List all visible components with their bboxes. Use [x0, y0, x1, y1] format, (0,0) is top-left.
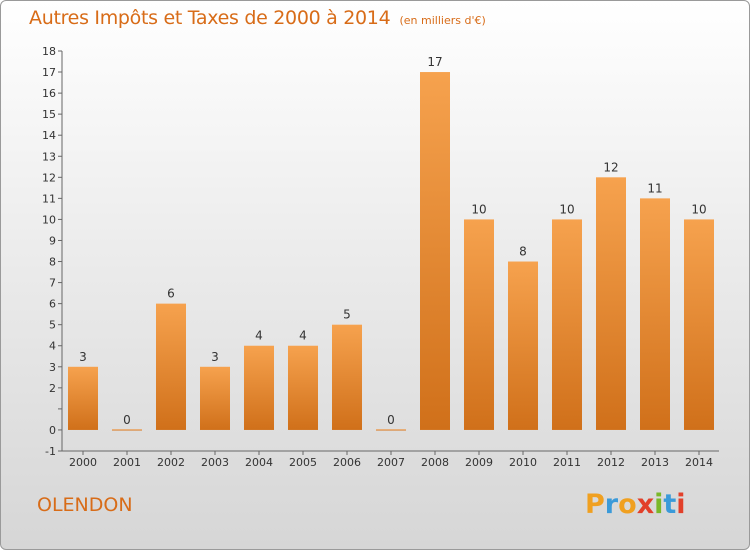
data-label: 6 — [167, 287, 175, 301]
data-label: 12 — [603, 160, 618, 174]
y-tick-label: 2 — [49, 382, 56, 395]
y-tick-label: 14 — [42, 129, 56, 142]
chart-title: Autres Impôts et Taxes de 2000 à 2014 (e… — [29, 7, 486, 29]
x-tick-label: 2012 — [597, 456, 625, 469]
x-tick-label: 2004 — [245, 456, 273, 469]
data-label: 3 — [211, 350, 219, 364]
logo-letter: x — [636, 489, 655, 520]
x-tick-label: 2013 — [641, 456, 669, 469]
y-tick-label: 8 — [49, 256, 56, 269]
bar — [640, 198, 670, 430]
logo-letter: i — [654, 489, 664, 520]
y-tick-label: 11 — [42, 192, 56, 205]
bar — [420, 72, 450, 430]
location-label: OLENDON — [37, 494, 133, 516]
y-tick-label: 5 — [49, 319, 56, 332]
bar — [596, 177, 626, 430]
x-tick-label: 2009 — [465, 456, 493, 469]
chart-title-unit: (en milliers d'€) — [399, 14, 486, 27]
logo-letter: t — [663, 489, 677, 520]
x-tick-label: 2000 — [69, 456, 97, 469]
bar — [288, 345, 318, 430]
x-tick-label: 2006 — [333, 456, 361, 469]
x-tick-label: 2003 — [201, 456, 229, 469]
logo-letter: i — [676, 489, 686, 520]
y-tick-label: 13 — [42, 150, 56, 163]
y-tick-label: 12 — [42, 171, 56, 184]
chart-title-main: Autres Impôts et Taxes de 2000 à 2014 — [29, 7, 391, 29]
data-label: 0 — [387, 413, 395, 427]
logo-letter: o — [618, 489, 637, 520]
data-label: 0 — [123, 413, 131, 427]
y-tick-label: 16 — [42, 87, 56, 100]
logo-letter: P — [585, 489, 605, 520]
bar — [156, 303, 186, 430]
proxiti-logo: Proxiti — [585, 489, 686, 520]
bar — [332, 324, 362, 430]
bar — [200, 366, 230, 430]
bar — [112, 429, 142, 431]
bar — [684, 219, 714, 430]
y-tick-label: 3 — [49, 361, 56, 374]
x-tick-label: 2002 — [157, 456, 185, 469]
y-tick-label: 9 — [49, 234, 56, 247]
bar — [508, 261, 538, 430]
data-label: 8 — [519, 245, 527, 259]
data-label: 17 — [427, 55, 442, 69]
y-tick-label: -1 — [45, 445, 56, 458]
data-label: 11 — [647, 181, 662, 195]
y-tick-label: 6 — [49, 298, 56, 311]
data-label: 4 — [255, 329, 263, 343]
logo-letter: r — [604, 489, 619, 520]
x-tick-label: 2005 — [289, 456, 317, 469]
data-label: 10 — [691, 202, 706, 216]
x-tick-label: 2007 — [377, 456, 405, 469]
x-tick-label: 2008 — [421, 456, 449, 469]
x-tick-label: 2014 — [685, 456, 713, 469]
y-tick-label: 18 — [42, 45, 56, 58]
data-label: 10 — [559, 202, 574, 216]
x-tick-label: 2010 — [509, 456, 537, 469]
y-tick-label: 4 — [49, 340, 56, 353]
data-label: 5 — [343, 308, 351, 322]
y-tick-label: 15 — [42, 108, 56, 121]
y-tick-label: 0 — [49, 424, 56, 437]
bar — [244, 345, 274, 430]
data-label: 4 — [299, 329, 307, 343]
x-tick-label: 2001 — [113, 456, 141, 469]
y-tick-label: 17 — [42, 66, 56, 79]
y-tick-label: 7 — [49, 277, 56, 290]
bar — [464, 219, 494, 430]
data-label: 10 — [471, 202, 486, 216]
x-tick-label: 2011 — [553, 456, 581, 469]
bar — [552, 219, 582, 430]
bar — [68, 366, 98, 430]
bar — [376, 429, 406, 431]
data-label: 3 — [79, 350, 87, 364]
y-tick-label: 10 — [42, 213, 56, 226]
